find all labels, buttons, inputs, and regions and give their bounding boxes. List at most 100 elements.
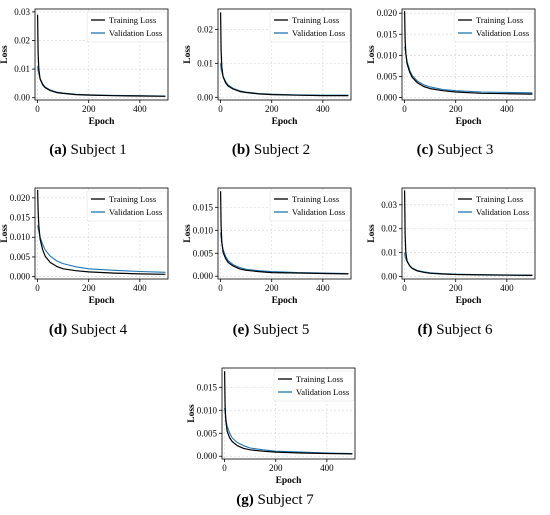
c3-xtick-label-0: 0 [35, 283, 40, 293]
c0-legend-label-0: Training Loss [109, 15, 156, 25]
c2-ytick-label-0: 0.000 [377, 92, 398, 102]
c5-ytick-label-2: 0.02 [381, 224, 397, 234]
loss-chart-g: 0 200 400 0.000 0.005 0.010 0.015 Epoch Loss Trai… [187, 367, 356, 486]
c1-xtick-label-2: 400 [316, 104, 330, 114]
c4-ytick-label-3: 0.015 [193, 202, 214, 212]
caption-a: (a) Subject 1 [3, 142, 173, 159]
caption-d: (d) Subject 4 [3, 322, 173, 339]
c0-xtick-label-0: 0 [35, 104, 40, 114]
c0-ytick-label-1: 0.01 [14, 64, 30, 74]
caption-text-g: Subject 7 [253, 492, 314, 508]
c0-legend-box [86, 11, 168, 43]
c3-legend-label-1: Validation Loss [109, 207, 162, 217]
caption-label-g: (g) [236, 492, 254, 508]
c5-legend-label-0: Training Loss [476, 194, 523, 204]
c1-ytick-label-2: 0.02 [197, 24, 213, 34]
c2-xtick-label-0: 0 [402, 104, 407, 114]
caption-label-c: (c) [416, 142, 434, 158]
c6-series-training-line [224, 371, 353, 455]
c2-ytick-label-3: 0.015 [377, 29, 398, 39]
c2-xtick-label-2: 400 [500, 104, 514, 114]
c4-legend-label-1: Validation Loss [292, 207, 345, 217]
caption-b: (b) Subject 2 [186, 142, 356, 159]
c4-ylabel: Loss [183, 224, 193, 243]
c0-legend-label-1: Validation Loss [109, 28, 162, 38]
c4-series-training-line [220, 191, 349, 275]
c3-xtick-label-1: 200 [82, 283, 96, 293]
c6-legend-box [273, 370, 355, 402]
c6-ytick-label-3: 0.015 [197, 382, 218, 392]
c1-axes-frame [217, 8, 352, 101]
c2-axes-frame [401, 8, 536, 101]
c0-ytick-label-0: 0.00 [14, 93, 30, 103]
c5-xtick-label-1: 200 [449, 283, 463, 293]
c1-legend-label-1: Validation Loss [292, 28, 345, 38]
c6-xtick-label-1: 200 [269, 463, 283, 473]
c4-xlabel: Epoch [272, 296, 299, 306]
c2-xtick-label-1: 200 [449, 104, 463, 114]
caption-text-f: Subject 6 [432, 322, 493, 338]
c3-ytick-label-2: 0.010 [10, 232, 31, 242]
caption-text-c: Subject 3 [433, 142, 494, 158]
caption-f: (f) Subject 6 [370, 322, 540, 339]
c5-ytick-label-3: 0.03 [381, 200, 397, 210]
c6-ylabel: Loss [187, 404, 197, 423]
c0-ytick-label-3: 0.03 [14, 7, 30, 17]
caption-text-d: Subject 4 [67, 322, 128, 338]
c0-ytick-label-2: 0.02 [14, 35, 30, 45]
c6-series-validation-line [224, 407, 353, 455]
caption-label-b: (b) [231, 142, 251, 158]
caption-label-f: (f) [417, 322, 433, 338]
c1-series-validation-line [220, 63, 349, 96]
c3-legend-label-0: Training Loss [109, 194, 156, 204]
c4-xtick-label-0: 0 [218, 283, 223, 293]
loss-chart-e: 0 200 400 0.000 0.005 0.010 0.015 Epoch Loss Trai… [183, 187, 352, 306]
c4-ytick-label-2: 0.010 [193, 225, 214, 235]
c0-xlabel: Epoch [89, 117, 116, 127]
caption-c: (c) Subject 3 [370, 142, 540, 159]
c0-series-training-line [37, 14, 166, 97]
c1-ytick-label-0: 0.00 [197, 92, 213, 102]
c1-series-training-line [220, 12, 349, 97]
c4-xtick-label-1: 200 [265, 283, 279, 293]
c1-xlabel: Epoch [272, 117, 299, 127]
c3-legend-box [86, 190, 168, 222]
loss-chart-b: 0 200 400 0.00 0.01 0.02 Epoch Loss Training Los… [183, 8, 352, 127]
c3-ytick-label-3: 0.015 [10, 213, 31, 223]
caption-text-a: Subject 1 [66, 142, 127, 158]
c4-legend-label-0: Training Loss [292, 194, 339, 204]
c6-ytick-label-1: 0.005 [197, 428, 218, 438]
c3-ytick-label-4: 0.020 [10, 193, 31, 203]
c6-ytick-label-0: 0.000 [197, 451, 218, 461]
c5-ytick-label-1: 0.01 [381, 248, 397, 258]
c5-legend-box [453, 190, 535, 222]
c2-ytick-label-2: 0.010 [377, 50, 398, 60]
c5-axes-frame [401, 187, 536, 280]
c3-axes-frame [34, 187, 169, 280]
c3-ylabel: Loss [0, 224, 10, 243]
c3-series-training-line [37, 189, 166, 275]
c3-ytick-label-0: 0.000 [10, 272, 31, 282]
c2-xlabel: Epoch [456, 117, 483, 127]
c4-xtick-label-2: 400 [316, 283, 330, 293]
c5-series-training-line [404, 190, 533, 276]
c6-xlabel: Epoch [276, 476, 303, 486]
c1-legend-box [269, 11, 351, 43]
c2-legend-label-1: Validation Loss [476, 28, 529, 38]
c5-ytick-label-0: 0.00 [381, 272, 397, 282]
caption-g: (g) Subject 7 [190, 492, 360, 509]
caption-label-e: (e) [232, 322, 250, 338]
c6-legend-label-1: Validation Loss [296, 387, 349, 397]
c1-xtick-label-1: 200 [265, 104, 279, 114]
c3-series-validation-line [37, 225, 166, 273]
loss-chart-c: 0 200 400 0.000 0.005 0.010 0.015 0.020 Epoch Los… [367, 8, 536, 127]
caption-label-a: (a) [49, 142, 67, 158]
c0-ylabel: Loss [0, 45, 10, 64]
c6-axes-frame [221, 367, 356, 460]
caption-label-d: (d) [48, 322, 68, 338]
c4-ytick-label-0: 0.000 [193, 271, 214, 281]
c6-ytick-label-2: 0.010 [197, 405, 218, 415]
c1-ytick-label-1: 0.01 [197, 58, 213, 68]
c0-xtick-label-2: 400 [133, 104, 147, 114]
loss-chart-d: 0 200 400 0.000 0.005 0.010 0.015 0.020 Epoch Los… [0, 187, 169, 306]
